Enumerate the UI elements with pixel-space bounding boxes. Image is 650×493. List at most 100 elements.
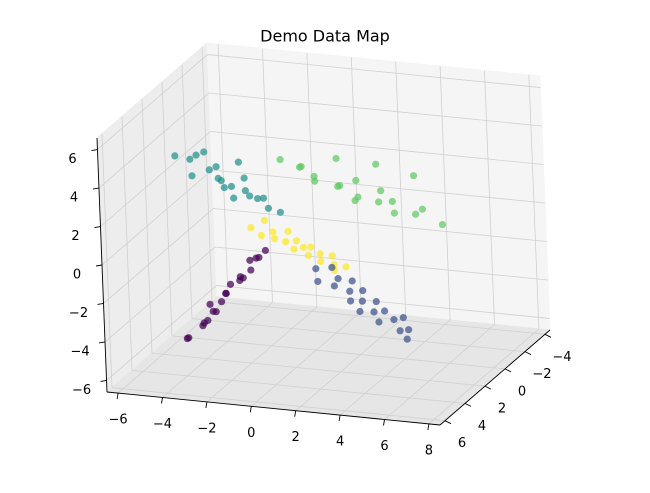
data-point (217, 298, 226, 306)
grid-line (384, 324, 495, 420)
data-point (247, 224, 255, 232)
data-point (282, 238, 290, 246)
data-point (227, 182, 236, 191)
grid-line (191, 318, 526, 352)
data-point (312, 265, 320, 273)
y-tick-label: 6 (458, 436, 466, 451)
grid-line (117, 297, 229, 394)
data-point (356, 307, 364, 316)
y-tick-label: 2 (498, 402, 506, 417)
grid-line (206, 306, 318, 403)
grid-line (98, 92, 210, 189)
grid-line (151, 352, 486, 387)
z-tick-label: 6 (68, 152, 76, 167)
data-point (330, 282, 338, 290)
data-point (247, 266, 255, 274)
data-point (307, 243, 315, 251)
chart-title: Demo Data Map (260, 27, 390, 46)
data-point (370, 308, 378, 316)
data-point (192, 151, 200, 159)
z-tick-label: −4 (70, 344, 89, 359)
grid-line (295, 315, 406, 412)
data-point (259, 194, 268, 202)
data-point (328, 252, 336, 260)
x-tick-label: 6 (380, 439, 388, 454)
data-point (234, 158, 242, 166)
data-point (284, 227, 292, 235)
grid-line (211, 169, 546, 204)
data-point (332, 154, 340, 163)
data-point (304, 251, 313, 260)
grid-line (211, 300, 546, 335)
z-tick (91, 149, 98, 151)
grid-line (97, 54, 208, 150)
data-point (316, 250, 324, 258)
data-point (236, 273, 244, 281)
y-tick (464, 403, 472, 407)
data-point (375, 198, 383, 206)
data-point (188, 172, 196, 180)
x-tick (383, 419, 385, 426)
data-point (328, 263, 336, 272)
grid-line (171, 335, 506, 370)
data-point (346, 297, 355, 305)
data-point (358, 297, 366, 305)
data-point (204, 316, 212, 325)
data-point (226, 280, 235, 288)
data-point (222, 289, 230, 298)
x-tick-label: 8 (425, 443, 433, 458)
data-point (405, 326, 413, 334)
x-tick (161, 397, 163, 404)
data-point (314, 277, 322, 286)
data-point (399, 314, 407, 322)
data-point (269, 228, 277, 236)
data-point (403, 335, 411, 343)
data-point (206, 300, 214, 308)
x-tick-label: −6 (109, 413, 128, 428)
data-point (260, 216, 269, 225)
data-point (381, 307, 389, 315)
y-axis-line (439, 329, 551, 426)
data-point (261, 246, 270, 255)
data-point (220, 184, 228, 192)
grid-line (103, 208, 214, 304)
x-tick (427, 423, 430, 430)
data-point (240, 174, 248, 182)
data-point (336, 182, 344, 190)
data-point (418, 205, 426, 213)
grid-line (214, 246, 549, 281)
grid-line (207, 54, 541, 88)
z-tick-label: 2 (71, 229, 79, 244)
data-point (390, 316, 398, 324)
data-point (264, 204, 273, 212)
data-point (205, 166, 213, 174)
data-point (276, 208, 285, 216)
grid-line (216, 285, 550, 319)
data-point (252, 254, 260, 262)
z-tick (94, 226, 101, 228)
y-tick (484, 385, 492, 390)
data-point (396, 327, 404, 335)
z-tick-label: −6 (72, 383, 91, 398)
data-point (171, 152, 179, 160)
y-tick-label: −4 (552, 350, 571, 365)
data-point (292, 237, 300, 245)
data-point (346, 287, 354, 295)
y-tick (524, 351, 532, 355)
data-point (241, 187, 249, 195)
z-tick (92, 187, 100, 190)
grid-line (339, 319, 451, 416)
z-tick-label: −2 (69, 306, 88, 321)
grid-line (162, 302, 273, 398)
data-point (352, 176, 360, 185)
data-point (200, 148, 208, 156)
data-point (254, 194, 262, 203)
x-tick-label: −2 (197, 421, 216, 436)
data-point (186, 155, 194, 163)
data-point (271, 235, 279, 243)
grid-line (213, 208, 547, 242)
data-point (299, 243, 308, 251)
data-point (390, 209, 398, 217)
data-point (372, 297, 380, 306)
